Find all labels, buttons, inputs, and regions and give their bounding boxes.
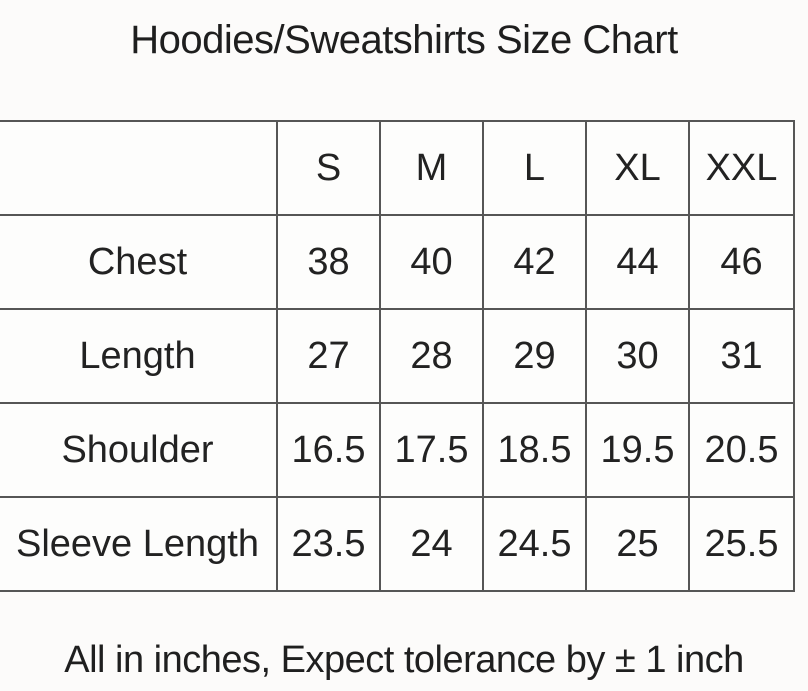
table-row-sleeve-length: Sleeve Length 23.5 24 24.5 25 25.5 [0,496,795,592]
table-cell: 23.5 [276,496,381,592]
column-header-s: S [276,120,381,216]
table-cell: 29 [482,308,587,404]
column-header-blank [0,120,278,216]
table-cell: 40 [379,214,484,310]
table-cell: 18.5 [482,402,587,498]
table-cell: 31 [688,308,795,404]
table-cell: 30 [585,308,690,404]
row-label-shoulder: Shoulder [0,402,278,498]
table-row-shoulder: Shoulder 16.5 17.5 18.5 19.5 20.5 [0,402,795,498]
table-row-chest: Chest 38 40 42 44 46 [0,214,795,310]
table-cell: 24 [379,496,484,592]
footnote: All in inches, Expect tolerance by ± 1 i… [64,639,744,681]
table-header-row: S M L XL XXL [0,120,795,216]
table-cell: 16.5 [276,402,381,498]
row-label-chest: Chest [0,214,278,310]
table-row-length: Length 27 28 29 30 31 [0,308,795,404]
column-header-xl: XL [585,120,690,216]
size-chart-page: Hoodies/Sweatshirts Size Chart S M L XL … [0,18,808,682]
column-header-l: L [482,120,587,216]
row-label-sleeve-length: Sleeve Length [0,496,278,592]
table-cell: 20.5 [688,402,795,498]
page-title: Hoodies/Sweatshirts Size Chart [130,18,678,62]
table-cell: 25 [585,496,690,592]
table-cell: 17.5 [379,402,484,498]
column-header-xxl: XXL [688,120,795,216]
table-cell: 28 [379,308,484,404]
table-cell: 46 [688,214,795,310]
table-cell: 24.5 [482,496,587,592]
table-cell: 38 [276,214,381,310]
table-cell: 42 [482,214,587,310]
row-label-length: Length [0,308,278,404]
table-cell: 44 [585,214,690,310]
table-cell: 27 [276,308,381,404]
table-cell: 25.5 [688,496,795,592]
table-cell: 19.5 [585,402,690,498]
size-chart-table: S M L XL XXL Chest 38 40 42 44 46 Length… [0,120,795,592]
column-header-m: M [379,120,484,216]
